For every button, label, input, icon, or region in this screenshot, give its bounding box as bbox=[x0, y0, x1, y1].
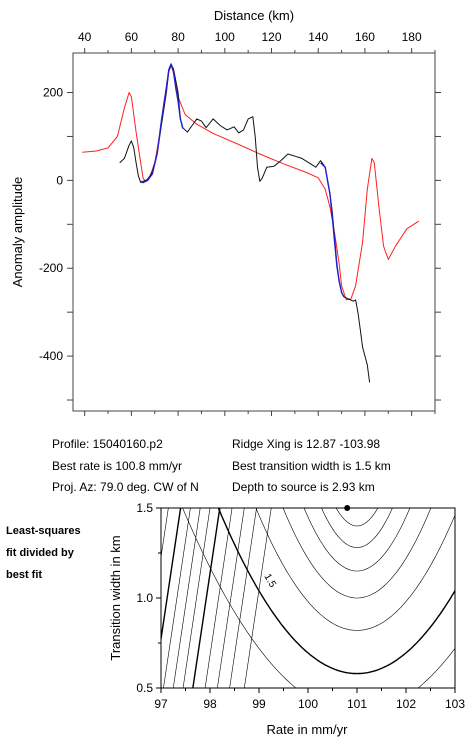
series-line-1 bbox=[119, 64, 371, 383]
contour-x-tick-label: 102 bbox=[396, 697, 416, 711]
contour-line bbox=[204, 508, 233, 688]
x-tick-label: 160 bbox=[355, 30, 375, 44]
y-tick-label: 0 bbox=[56, 173, 63, 187]
contour-line bbox=[192, 508, 221, 688]
depth-text: Depth to source is 2.93 km bbox=[232, 480, 375, 494]
contour-label: 1.5 bbox=[261, 572, 278, 590]
x-tick-label: 180 bbox=[402, 30, 422, 44]
contour-line bbox=[229, 508, 257, 688]
x-tick-label: 60 bbox=[125, 30, 139, 44]
best-width-text: Best transition width is 1.5 km bbox=[232, 459, 391, 473]
contour-line bbox=[161, 508, 182, 644]
contour-line bbox=[217, 508, 245, 688]
series-line-0 bbox=[82, 64, 419, 301]
contour-y-axis-title: Transition width in km bbox=[108, 535, 123, 660]
y-axis-title: Anomaly amplitude bbox=[10, 177, 25, 288]
contour-x-tick-label: 99 bbox=[252, 697, 266, 711]
contour-line bbox=[161, 508, 169, 560]
y-tick-label: -200 bbox=[39, 261, 63, 275]
proj-az-text: Proj. Az: 79.0 deg. CW of N bbox=[52, 480, 199, 494]
contour-x-tick-label: 101 bbox=[347, 697, 367, 711]
contour-line bbox=[282, 508, 432, 599]
contour-line bbox=[255, 508, 455, 631]
x-axis-title: Distance (km) bbox=[214, 8, 294, 23]
x-tick-label: 100 bbox=[215, 30, 235, 44]
misfit-contour-chart: 97 98 99 100 101 102 103 0.5 1.0 1.5 1.5 Rate in … bbox=[108, 501, 465, 737]
contour-y-tick-label: 1.5 bbox=[136, 501, 153, 515]
best-rate-text: Best rate is 100.8 mm/yr bbox=[52, 459, 183, 473]
contour-x-tick-label: 98 bbox=[203, 697, 217, 711]
y-tick-label: -400 bbox=[39, 349, 63, 363]
contour-y-tick-label: 0.5 bbox=[136, 681, 153, 695]
contour-line bbox=[182, 508, 211, 688]
side-note-line-2: fit divided by bbox=[6, 547, 74, 559]
series-line-2 bbox=[140, 63, 184, 184]
best-fit-marker bbox=[344, 505, 351, 511]
anomaly-plot-frame bbox=[72, 52, 436, 412]
contour-line bbox=[303, 508, 411, 572]
contour-line bbox=[217, 508, 455, 675]
y-tick-label: 200 bbox=[43, 86, 63, 100]
ridge-xing-text: Ridge Xing is 12.87 -103.98 bbox=[232, 437, 381, 451]
side-note-line-3: best fit bbox=[6, 569, 43, 581]
contour-x-axis-title: Rate in mm/yr bbox=[267, 722, 349, 737]
contour-line bbox=[163, 508, 191, 688]
contour-y-tick-label: 1.0 bbox=[136, 591, 153, 605]
contour-plot-frame bbox=[160, 507, 456, 689]
x-tick-label: 120 bbox=[262, 30, 282, 44]
anomaly-chart: 40 60 80 100 120 140 160 180 200 0 -200 -400 Distan… bbox=[10, 8, 441, 416]
profile-text: Profile: 15040160.p2 bbox=[52, 437, 163, 451]
contour-x-tick-label: 103 bbox=[445, 697, 465, 711]
contour-line bbox=[182, 508, 455, 688]
contour-line bbox=[172, 508, 201, 688]
x-tick-label: 80 bbox=[171, 30, 185, 44]
contour-line bbox=[244, 508, 272, 688]
x-tick-label: 40 bbox=[78, 30, 92, 44]
contour-x-tick-label: 97 bbox=[154, 697, 168, 711]
side-note-line-1: Least-squares bbox=[6, 525, 81, 537]
side-note: Least-squares fit divided by best fit bbox=[6, 520, 81, 586]
contour-x-tick-label: 100 bbox=[298, 697, 318, 711]
x-tick-label: 140 bbox=[308, 30, 328, 44]
series-line-3 bbox=[320, 162, 345, 298]
